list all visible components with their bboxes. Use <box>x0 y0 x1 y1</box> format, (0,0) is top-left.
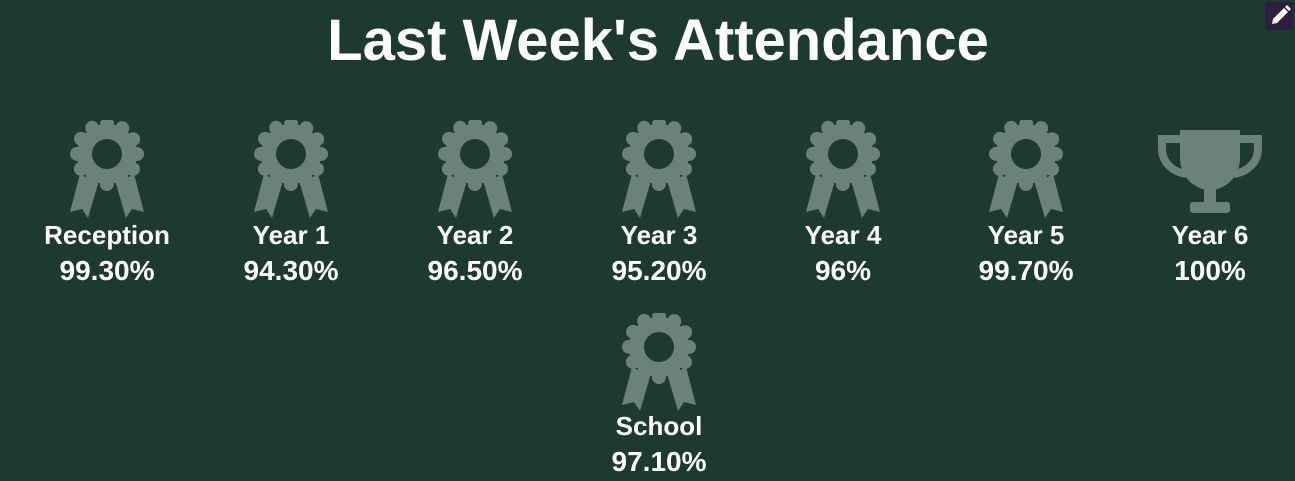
award-icon <box>254 124 328 218</box>
award-icon <box>622 124 696 218</box>
title: Last Week's Attendance <box>327 8 989 73</box>
attendance-value: 99.70% <box>979 255 1074 286</box>
award-icon <box>806 124 880 218</box>
award-icon <box>622 317 696 411</box>
school-label: School <box>616 411 703 441</box>
attendance-value: 100% <box>1174 255 1246 286</box>
class-label: Reception <box>44 220 170 250</box>
class-label: Year 3 <box>621 220 698 250</box>
class-label: Year 6 <box>1172 220 1249 250</box>
attendance-value: 99.30% <box>60 255 155 286</box>
class-label: Year 5 <box>988 220 1065 250</box>
attendance-value: 95.20% <box>612 255 707 286</box>
attendance-value: 96.50% <box>428 255 523 286</box>
attendance-value: 96% <box>815 255 871 286</box>
award-icon <box>70 124 144 218</box>
edit-button[interactable] <box>1265 2 1293 30</box>
class-label: Year 1 <box>253 220 330 250</box>
trophy-icon <box>1162 130 1258 213</box>
class-label: Year 4 <box>805 220 882 250</box>
award-icon <box>438 124 512 218</box>
class-label: Year 2 <box>437 220 514 250</box>
school-value: 97.10% <box>612 446 707 477</box>
attendance-value: 94.30% <box>244 255 339 286</box>
award-icon <box>989 124 1063 218</box>
